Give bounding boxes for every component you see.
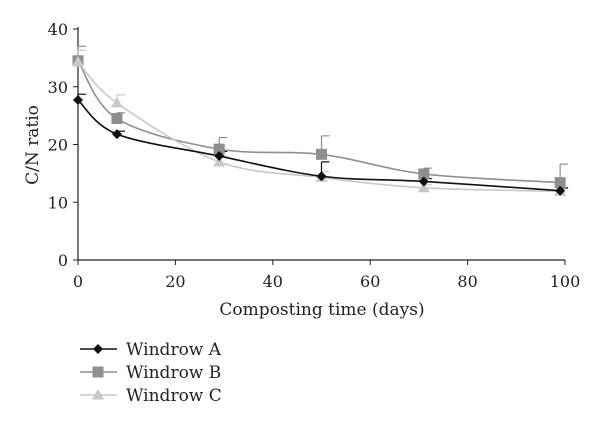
legend-marker [92,366,104,378]
windrow-c-point [72,55,84,67]
x-tick-label: 0 [73,272,83,291]
x-axis-label: Composting time (days) [219,300,424,320]
y-tick-label: 0 [58,251,68,270]
y-axis-label: C/N ratio [23,105,43,185]
windrow-a-point [111,129,122,140]
legend-entry-windrow-c: Windrow C [80,386,222,406]
legend-label: Windrow B [126,363,221,383]
windrow-a-point [316,171,327,182]
windrow-c-point [213,155,226,167]
x-tick-label: 20 [165,272,185,291]
legend-marker [92,389,104,400]
y-tick-label: 40 [48,20,68,39]
legend-entry-windrow-b: Windrow B [80,363,221,383]
windrow-c-point [417,181,430,193]
series-lines [77,60,561,193]
axes: 0 10 20 30 40 0 20 40 60 80 100 [48,20,581,291]
legend-label: Windrow C [126,386,222,406]
y-tick-label: 20 [48,136,68,155]
x-tick-label: 60 [360,272,380,291]
windrow-c-point [110,96,123,108]
windrow-b-point [111,113,123,125]
error-bars [77,45,569,192]
legend: Windrow A Windrow B Windrow C [80,340,222,406]
legend-label: Windrow A [126,340,222,360]
windrow-b-point [554,177,566,189]
windrow-a-point [555,185,566,196]
x-tick-label: 40 [263,272,283,291]
y-tick-label: 30 [48,78,68,97]
windrow-a-point [418,176,429,187]
series-markers [72,55,567,196]
x-tick-label: 100 [550,272,581,291]
x-tick-label: 80 [457,272,477,291]
legend-marker [93,344,103,354]
windrow-b-point [213,143,225,155]
windrow-a-point [73,95,83,106]
windrow-b-line [77,60,561,184]
windrow-b-point [418,168,430,180]
windrow-c-line [77,61,561,193]
windrow-b-point [316,148,327,160]
y-tick-label: 10 [48,193,68,212]
legend-entry-windrow-a: Windrow A [80,340,222,360]
windrow-a-point [214,151,225,162]
